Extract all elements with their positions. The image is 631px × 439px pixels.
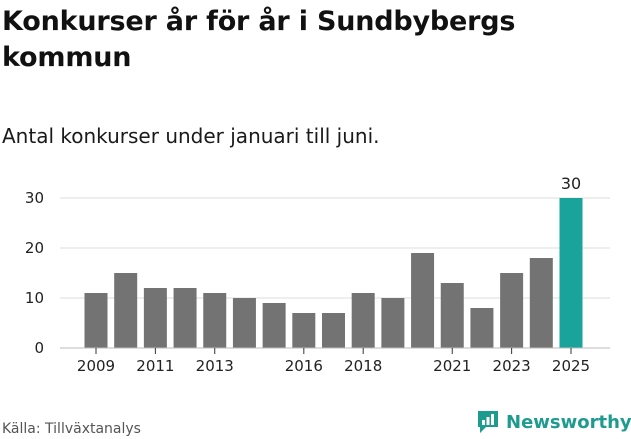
brand-label: Newsworthy [506,411,631,433]
bar-2020 [411,253,435,348]
bar-2009 [84,293,108,348]
bar-2011 [143,288,167,348]
bar-2010 [114,273,138,348]
x-tick-label: 2009 [77,357,115,375]
bar-2016 [292,313,316,348]
bar-2023 [500,273,524,348]
data-label-2025: 30 [561,174,581,193]
bar-2025 [559,198,583,348]
chart-subtitle: Antal konkurser under januari till juni. [2,124,380,148]
x-tick-label: 2023 [493,357,531,375]
y-tick-label: 10 [25,289,44,307]
newsworthy-logo-icon [478,411,498,433]
y-tick-label: 0 [34,339,44,357]
source-note: Källa: Tillväxtanalys [2,421,141,437]
bar-2014 [232,298,256,348]
brand-logo[interactable]: Newsworthy [476,409,631,435]
x-tick-label: 2016 [285,357,323,375]
bar-2022 [470,308,494,348]
bar-2013 [203,293,227,348]
y-tick-label: 30 [25,189,44,207]
x-tick-label: 2025 [552,357,590,375]
chart-title: Konkurser år för år i Sundbybergs kommun [2,6,516,73]
bar-chart: 0 10 20 30 2009 2011 2013 2016 2018 2021 2023 2025 3… [25,174,610,375]
bar-2021 [440,283,464,348]
bar-2019 [381,298,405,348]
bar-2024 [529,258,553,348]
x-tick-label: 2021 [433,357,471,375]
x-tick-label: 2011 [136,357,174,375]
y-tick-label: 20 [25,239,44,257]
bar-2015 [262,303,286,348]
bar-2012 [173,288,197,348]
x-tick-label: 2018 [344,357,382,375]
bar-2017 [322,313,345,348]
x-tick-label: 2013 [196,357,234,375]
bar-2018 [351,293,375,348]
